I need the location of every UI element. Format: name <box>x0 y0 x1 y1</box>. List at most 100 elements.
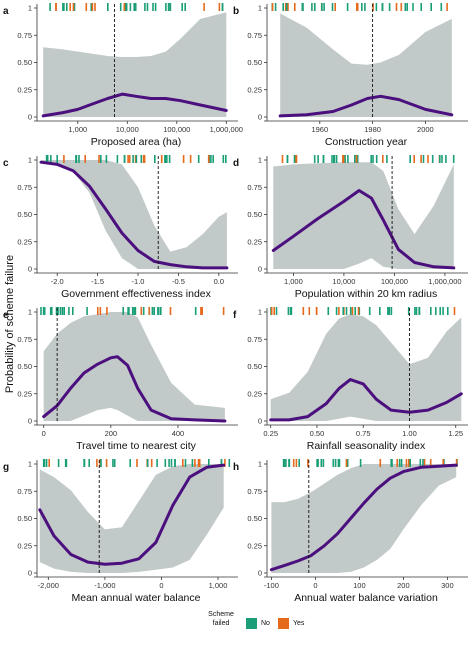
fit-line-c <box>39 160 229 270</box>
y-tick-label-e-4: 1 <box>28 308 32 317</box>
legend-swatch-yes <box>278 618 289 629</box>
y-tick-label-a-3: 0.75 <box>17 31 32 40</box>
y-tick-label-c-1: 0.25 <box>17 237 32 246</box>
x-tick-label-h-0: -100 <box>264 581 279 590</box>
panel-g: g 0 0.25 0.50 0.75 1 -2,000 -1,000 0 1,000 Mean an… <box>3 459 238 604</box>
y-tick-label-d-0: 0 <box>258 265 262 274</box>
y-tick-label-h-4: 1 <box>258 460 262 469</box>
ci-ribbon-d <box>273 162 454 269</box>
panel-letter-d: d <box>233 158 239 169</box>
x-tick-label-h-1: 0 <box>313 581 317 590</box>
x-axis-label-c: Government effectiveness index <box>61 288 212 300</box>
y-tick-label-f-4: 1 <box>258 308 262 317</box>
ci-ribbon-h <box>271 464 457 573</box>
fit-line-h <box>269 463 458 572</box>
panel-c: c 0 0.25 0.50 0.75 1 -2.0 -1.5 -1.0 -0.5 0.0Govern… <box>3 155 238 300</box>
x-tick-label-a-2: 100,000 <box>163 125 190 134</box>
fit-line-b <box>278 94 454 118</box>
panel-letter-c: c <box>3 158 9 169</box>
x-tick-label-g-2: 0 <box>159 581 163 590</box>
x-tick-label-c-3: -0.5 <box>172 277 185 286</box>
x-tick-label-b-1: 1980 <box>364 125 381 134</box>
x-tick-label-g-3: 1,000 <box>209 581 228 590</box>
legend-title-line2: failed <box>212 620 230 627</box>
panel-a: a 0 0.25 0.50 0.75 1 1,000 10,000 100,000 1,000,0… <box>3 3 243 148</box>
x-axis-label-h: Annual water balance variation <box>294 592 438 604</box>
x-tick-label-b-2: 2000 <box>417 125 434 134</box>
fit-line-e <box>42 355 227 423</box>
y-tick-label-b-2: 0.50 <box>247 58 262 67</box>
y-tick-label-e-3: 0.75 <box>17 335 32 344</box>
y-tick-label-b-1: 0.25 <box>247 85 262 94</box>
panel-letter-e: e <box>3 310 9 321</box>
x-tick-label-a-3: 1,000,000 <box>210 125 243 134</box>
y-tick-label-g-4: 1 <box>28 460 32 469</box>
y-tick-label-b-3: 0.75 <box>247 31 262 40</box>
y-tick-label-b-4: 1 <box>258 4 262 13</box>
y-tick-label-d-2: 0.50 <box>247 210 262 219</box>
legend: Scheme failed No Yes <box>0 606 474 656</box>
y-tick-label-g-3: 0.75 <box>17 487 32 496</box>
x-tick-label-f-4: 1.25 <box>448 429 463 438</box>
y-tick-label-d-1: 0.25 <box>247 237 262 246</box>
figure-canvas: a 0 0.25 0.50 0.75 1 1,000 10,000 100,000 1,000,0… <box>3 3 468 604</box>
y-tick-label-h-3: 0.75 <box>247 487 262 496</box>
y-tick-label-h-2: 0.50 <box>247 514 262 523</box>
x-tick-label-e-1: 200 <box>105 429 118 438</box>
x-tick-label-e-0: 0 <box>42 429 46 438</box>
y-tick-label-c-4: 1 <box>28 156 32 165</box>
x-tick-label-e-2: 400 <box>172 429 185 438</box>
panel-letter-g: g <box>3 462 9 473</box>
y-tick-label-a-0: 0 <box>28 113 32 122</box>
y-tick-label-c-3: 0.75 <box>17 183 32 192</box>
legend-item-yes: Yes <box>278 618 304 629</box>
x-tick-label-c-2: -1.0 <box>132 277 145 286</box>
x-axis-label-d: Population within 20 km radius <box>295 288 437 300</box>
y-tick-label-c-2: 0.50 <box>17 210 32 219</box>
x-axis-label-f: Rainfall seasonality index <box>307 440 426 452</box>
y-tick-label-a-2: 0.50 <box>17 58 32 67</box>
x-tick-label-d-0: 1,000 <box>284 277 303 286</box>
fit-line-d <box>271 189 456 270</box>
panel-b: b 0 0.25 0.50 0.75 1 1960 1980 2000 Construction … <box>233 3 468 148</box>
x-tick-label-h-3: 200 <box>397 581 410 590</box>
fit-line-g <box>38 463 226 566</box>
y-tick-label-a-4: 1 <box>28 4 32 13</box>
y-tick-label-f-1: 0.25 <box>247 389 262 398</box>
x-tick-label-f-3: 1.00 <box>402 429 417 438</box>
y-axis-label: Probability of scheme failure <box>4 254 16 394</box>
legend-title: Scheme failed <box>196 610 246 628</box>
x-tick-label-d-2: 100,000 <box>381 277 408 286</box>
y-tick-label-h-1: 0.25 <box>247 541 262 550</box>
y-tick-label-b-0: 0 <box>258 113 262 122</box>
x-tick-label-h-2: 100 <box>353 581 366 590</box>
legend-title-line1: Scheme <box>208 611 234 618</box>
x-tick-label-f-1: 0.50 <box>310 429 325 438</box>
panel-d: d 0 0.25 0.50 0.75 1 1,000 10,000 100,000 1,000,0… <box>233 155 468 300</box>
y-tick-label-e-0: 0 <box>28 417 32 426</box>
panel-letter-a: a <box>3 6 9 17</box>
x-tick-label-f-0: 0.25 <box>263 429 278 438</box>
panel-letter-b: b <box>233 6 239 17</box>
ci-ribbon-c <box>41 160 227 269</box>
panel-letter-f: f <box>233 310 237 321</box>
x-axis-label-a: Proposed area (ha) <box>91 136 181 148</box>
y-tick-label-d-4: 1 <box>258 156 262 165</box>
y-tick-label-g-0: 0 <box>28 569 32 578</box>
ci-ribbon-e <box>43 312 225 421</box>
y-tick-label-f-3: 0.75 <box>247 335 262 344</box>
x-tick-label-c-1: -1.5 <box>91 277 104 286</box>
legend-label-no: No <box>261 620 270 627</box>
x-tick-label-d-1: 10,000 <box>332 277 355 286</box>
ci-ribbon-b <box>280 13 452 117</box>
x-tick-label-a-0: 1,000 <box>68 125 87 134</box>
x-axis-label-b: Construction year <box>325 136 408 148</box>
x-tick-label-d-3: 1,000,000 <box>428 277 461 286</box>
x-tick-label-c-0: -2.0 <box>51 277 64 286</box>
y-tick-label-h-0: 0 <box>258 569 262 578</box>
legend-label-yes: Yes <box>293 620 305 627</box>
x-tick-label-g-1: -1,000 <box>94 581 115 590</box>
x-axis-label-g: Mean annual water balance <box>71 592 200 604</box>
y-tick-label-a-1: 0.25 <box>17 85 32 94</box>
